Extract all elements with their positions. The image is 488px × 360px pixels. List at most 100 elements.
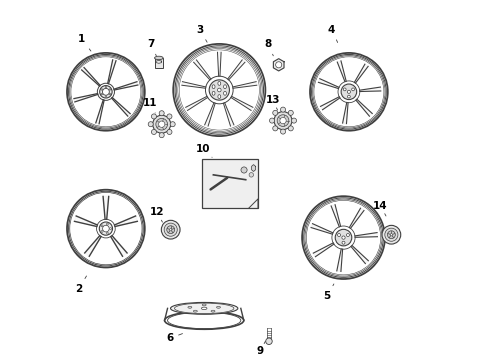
Circle shape	[287, 126, 293, 131]
Ellipse shape	[201, 307, 206, 310]
Polygon shape	[354, 64, 367, 83]
Polygon shape	[313, 243, 333, 257]
Circle shape	[341, 84, 356, 100]
Circle shape	[341, 236, 345, 239]
Polygon shape	[355, 99, 371, 116]
Circle shape	[105, 96, 106, 97]
Circle shape	[272, 110, 277, 115]
Polygon shape	[204, 103, 215, 126]
Polygon shape	[110, 236, 127, 256]
Circle shape	[161, 220, 180, 239]
Text: 7: 7	[147, 39, 156, 56]
Circle shape	[265, 338, 272, 345]
Circle shape	[384, 228, 397, 241]
Circle shape	[248, 173, 253, 177]
Circle shape	[152, 115, 170, 133]
Circle shape	[389, 234, 392, 236]
Circle shape	[100, 86, 112, 98]
Text: 6: 6	[165, 333, 182, 343]
Polygon shape	[342, 103, 347, 123]
Text: 10: 10	[196, 144, 212, 157]
Circle shape	[159, 111, 164, 116]
Ellipse shape	[212, 85, 215, 89]
Circle shape	[148, 122, 153, 127]
Polygon shape	[273, 59, 284, 71]
Circle shape	[169, 229, 171, 231]
Polygon shape	[359, 87, 380, 91]
Circle shape	[101, 89, 102, 90]
Ellipse shape	[170, 302, 237, 314]
Polygon shape	[81, 68, 100, 86]
Polygon shape	[336, 249, 342, 271]
Circle shape	[166, 114, 172, 119]
Circle shape	[166, 130, 172, 135]
Circle shape	[105, 86, 106, 88]
Ellipse shape	[202, 304, 206, 306]
Text: 8: 8	[264, 39, 273, 56]
Circle shape	[346, 90, 350, 93]
Polygon shape	[318, 79, 338, 89]
Circle shape	[335, 229, 351, 246]
Circle shape	[217, 88, 221, 92]
Polygon shape	[223, 103, 233, 126]
Text: 4: 4	[327, 24, 337, 42]
Ellipse shape	[223, 91, 226, 95]
Polygon shape	[227, 60, 244, 80]
Ellipse shape	[187, 306, 191, 308]
Ellipse shape	[212, 91, 215, 95]
Polygon shape	[230, 96, 252, 111]
Polygon shape	[74, 94, 98, 102]
Circle shape	[156, 118, 167, 130]
Polygon shape	[74, 216, 97, 226]
Circle shape	[109, 89, 110, 90]
Circle shape	[166, 226, 174, 234]
Circle shape	[347, 95, 349, 98]
Polygon shape	[350, 246, 367, 264]
Circle shape	[280, 129, 285, 134]
Circle shape	[277, 115, 288, 126]
Polygon shape	[185, 96, 207, 111]
Polygon shape	[217, 52, 221, 76]
Text: 2: 2	[75, 276, 86, 294]
Circle shape	[151, 114, 156, 119]
Polygon shape	[111, 98, 130, 116]
Polygon shape	[348, 208, 363, 228]
Circle shape	[241, 167, 246, 173]
Text: 11: 11	[142, 98, 157, 113]
Bar	[154, 58, 163, 68]
Ellipse shape	[216, 306, 220, 308]
Text: 5: 5	[323, 284, 333, 301]
Polygon shape	[354, 233, 377, 237]
Circle shape	[341, 241, 345, 244]
Ellipse shape	[218, 95, 220, 99]
Text: 14: 14	[372, 201, 387, 216]
Circle shape	[109, 93, 110, 95]
Polygon shape	[107, 60, 116, 84]
Circle shape	[209, 80, 229, 100]
Ellipse shape	[193, 310, 197, 312]
Circle shape	[273, 112, 291, 130]
Circle shape	[151, 130, 156, 135]
Polygon shape	[310, 224, 332, 234]
Circle shape	[101, 93, 102, 95]
Polygon shape	[96, 100, 104, 124]
Circle shape	[337, 234, 340, 237]
Ellipse shape	[211, 310, 215, 312]
Circle shape	[164, 223, 177, 236]
Polygon shape	[251, 165, 255, 171]
Circle shape	[102, 88, 109, 95]
Circle shape	[159, 132, 164, 138]
Circle shape	[106, 232, 108, 234]
Circle shape	[343, 88, 346, 91]
Polygon shape	[182, 82, 205, 88]
Circle shape	[99, 222, 112, 235]
Ellipse shape	[154, 56, 163, 60]
Circle shape	[287, 110, 293, 115]
Circle shape	[158, 121, 164, 127]
Circle shape	[101, 230, 103, 232]
Circle shape	[101, 225, 103, 227]
Ellipse shape	[223, 85, 226, 89]
Circle shape	[102, 225, 109, 232]
Circle shape	[170, 122, 175, 127]
Circle shape	[386, 231, 394, 239]
